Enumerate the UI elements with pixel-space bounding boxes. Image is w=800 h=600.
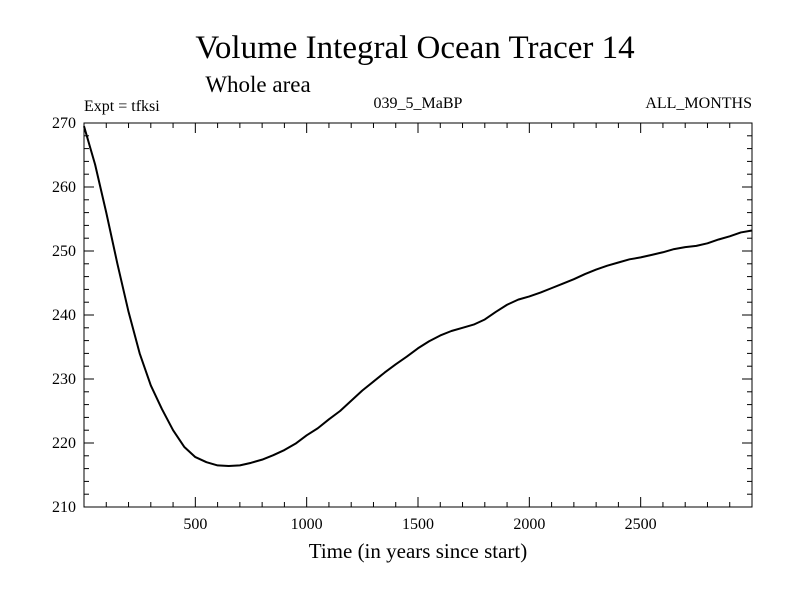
y-tick-label: 220 [52,435,76,452]
series-line [83,125,753,468]
x-tick-label: 1500 [402,516,434,533]
chart-title: Volume Integral Ocean Tracer 14 [195,30,634,66]
x-tick-label: 2500 [625,516,657,533]
x-tick-label: 1000 [291,516,323,533]
y-tick-label: 260 [52,179,76,196]
y-tick-label: 210 [52,499,76,516]
y-tick-label: 230 [52,371,76,388]
x-axis-label: Time (in years since start) [309,539,528,563]
y-tick-label: 240 [52,307,76,324]
x-tick-label: 500 [183,516,207,533]
x-tick-label: 2000 [513,516,545,533]
x-axis-ticks: 500 1000 1500 2000 2500 [105,123,731,533]
y-tick-label: 250 [52,243,76,260]
period-label: ALL_MONTHS [645,95,752,112]
chart-subtitle: Whole area [205,72,310,97]
plot-frame [83,122,753,508]
run-label: 039_5_MaBP [374,95,463,112]
y-axis-ticks: 210 220 230 240 250 260 270 [52,115,752,516]
experiment-label: Expt = tfksi [84,98,160,115]
y-tick-label: 270 [52,115,76,132]
